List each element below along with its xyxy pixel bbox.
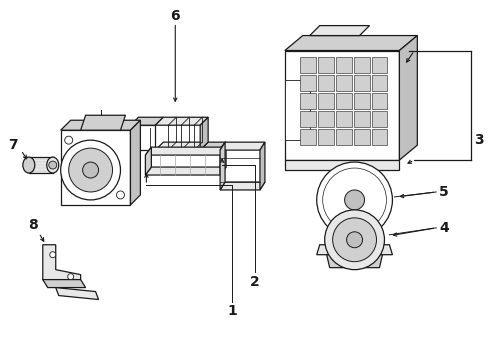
Polygon shape xyxy=(336,111,352,127)
Polygon shape xyxy=(336,129,352,145)
Polygon shape xyxy=(300,111,316,127)
Polygon shape xyxy=(318,58,334,73)
Text: 7: 7 xyxy=(8,138,18,152)
Polygon shape xyxy=(61,120,141,130)
Polygon shape xyxy=(336,93,352,109)
Polygon shape xyxy=(130,120,141,205)
Circle shape xyxy=(117,191,124,199)
Circle shape xyxy=(49,161,57,169)
Circle shape xyxy=(65,136,73,144)
Text: 4: 4 xyxy=(440,221,449,235)
Text: 3: 3 xyxy=(474,133,484,147)
Polygon shape xyxy=(318,75,334,91)
Polygon shape xyxy=(371,111,388,127)
Polygon shape xyxy=(220,147,226,175)
Polygon shape xyxy=(371,75,388,91)
Text: 6: 6 xyxy=(171,9,180,23)
Polygon shape xyxy=(285,36,417,50)
Polygon shape xyxy=(146,147,151,175)
Ellipse shape xyxy=(47,157,59,173)
Polygon shape xyxy=(300,58,316,73)
Text: 2: 2 xyxy=(250,275,260,289)
Polygon shape xyxy=(300,93,316,109)
Circle shape xyxy=(344,190,365,210)
Polygon shape xyxy=(146,167,226,175)
Circle shape xyxy=(68,274,74,280)
Polygon shape xyxy=(300,75,316,91)
Polygon shape xyxy=(260,142,265,190)
Circle shape xyxy=(83,162,98,178)
Circle shape xyxy=(323,168,387,232)
Polygon shape xyxy=(43,280,86,288)
Circle shape xyxy=(61,140,121,200)
Text: 8: 8 xyxy=(28,218,38,232)
Text: 5: 5 xyxy=(440,185,449,199)
Polygon shape xyxy=(310,26,369,36)
Polygon shape xyxy=(318,93,334,109)
Circle shape xyxy=(333,218,376,262)
Polygon shape xyxy=(354,75,369,91)
Polygon shape xyxy=(354,58,369,73)
Polygon shape xyxy=(371,129,388,145)
Polygon shape xyxy=(130,125,155,150)
Polygon shape xyxy=(200,142,226,150)
Polygon shape xyxy=(354,93,369,109)
Polygon shape xyxy=(300,129,316,145)
Polygon shape xyxy=(43,245,81,280)
Circle shape xyxy=(69,148,113,192)
Polygon shape xyxy=(220,142,225,190)
Polygon shape xyxy=(327,255,383,268)
Polygon shape xyxy=(81,115,125,130)
Polygon shape xyxy=(336,75,352,91)
Polygon shape xyxy=(354,129,369,145)
Polygon shape xyxy=(220,182,265,190)
Ellipse shape xyxy=(23,157,35,173)
Polygon shape xyxy=(371,93,388,109)
Circle shape xyxy=(50,252,56,258)
Polygon shape xyxy=(318,129,334,145)
Polygon shape xyxy=(285,160,399,170)
Polygon shape xyxy=(155,142,208,150)
Polygon shape xyxy=(317,245,392,255)
Circle shape xyxy=(317,162,392,238)
Polygon shape xyxy=(61,130,130,205)
Polygon shape xyxy=(56,288,98,300)
Polygon shape xyxy=(285,80,310,140)
Polygon shape xyxy=(155,117,208,125)
Polygon shape xyxy=(29,157,53,173)
Polygon shape xyxy=(371,58,388,73)
Polygon shape xyxy=(146,147,226,155)
Polygon shape xyxy=(200,117,208,150)
Circle shape xyxy=(325,210,385,270)
Polygon shape xyxy=(220,142,265,150)
Polygon shape xyxy=(318,111,334,127)
Polygon shape xyxy=(399,36,417,160)
Text: 1: 1 xyxy=(227,305,237,319)
Polygon shape xyxy=(130,117,163,125)
Circle shape xyxy=(346,232,363,248)
Polygon shape xyxy=(354,111,369,127)
Polygon shape xyxy=(285,50,399,160)
Polygon shape xyxy=(336,58,352,73)
